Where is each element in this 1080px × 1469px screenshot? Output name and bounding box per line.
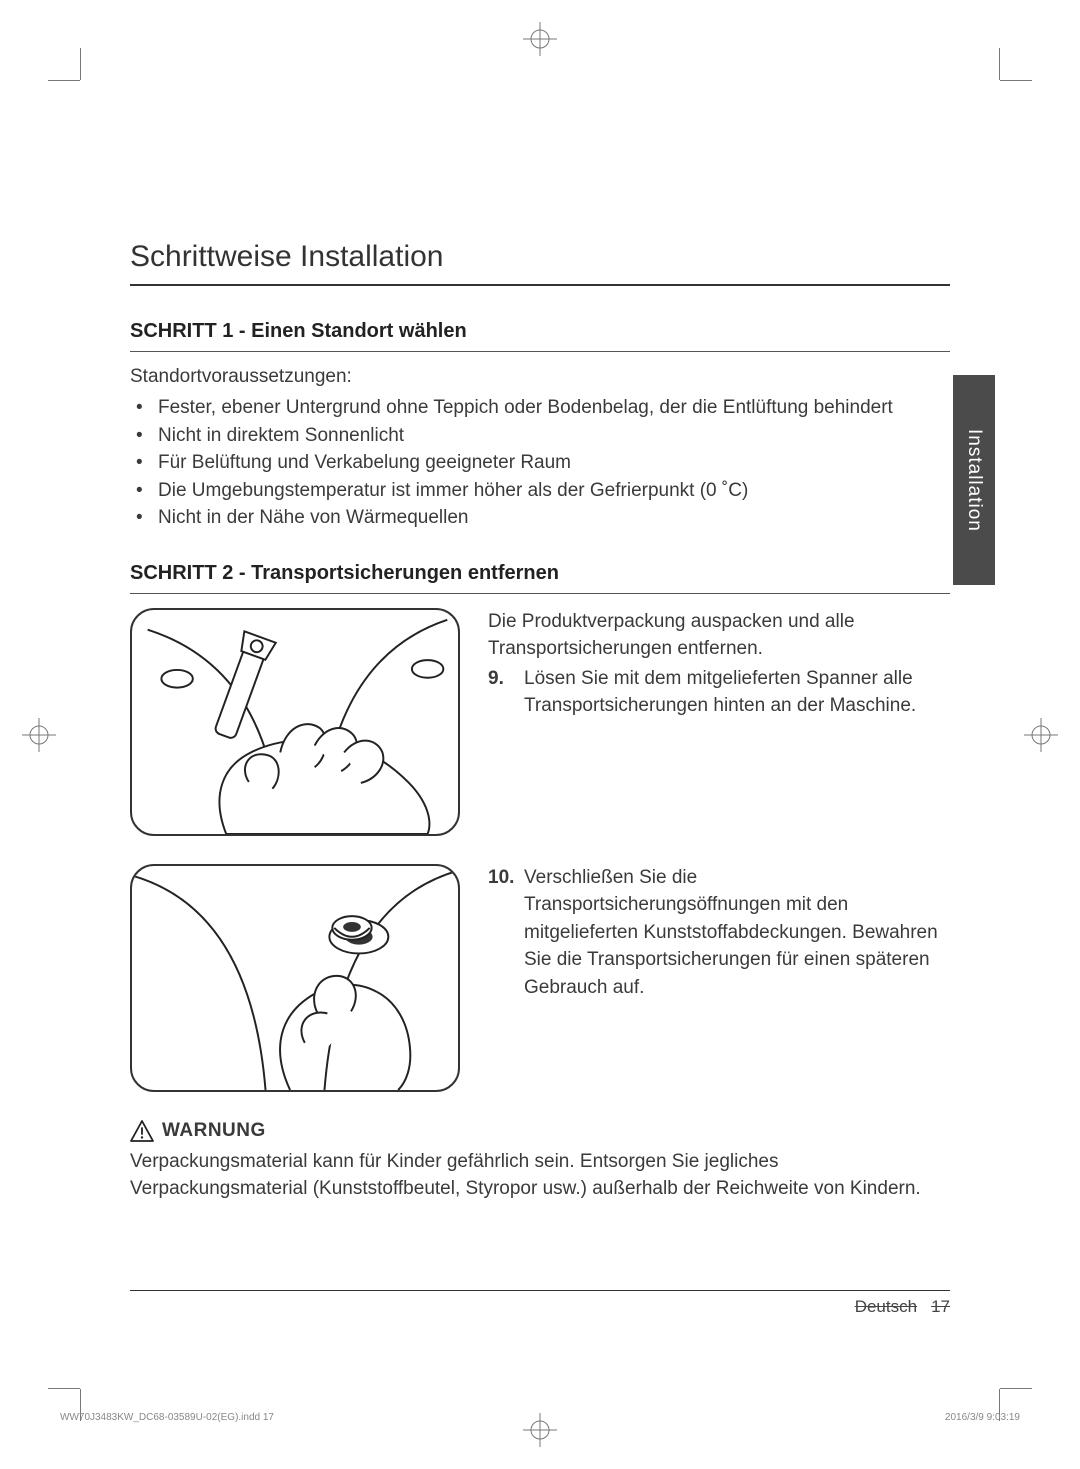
step-number: 10. bbox=[488, 864, 516, 1002]
footer-page: 17 bbox=[931, 1297, 950, 1316]
footer-text: Deutsch 17 bbox=[855, 1297, 950, 1317]
crop-mark bbox=[1000, 1388, 1032, 1389]
step2-text-1: Die Produktverpackung auspacken und alle… bbox=[488, 608, 950, 836]
crop-mark bbox=[1000, 80, 1032, 81]
step2-lead: Die Produktverpackung auspacken und alle… bbox=[488, 608, 950, 663]
footer-lang: Deutsch bbox=[855, 1297, 917, 1316]
step-number: 9. bbox=[488, 665, 516, 720]
illustration-loosen-bolts bbox=[130, 608, 460, 836]
warning-header: WARNUNG bbox=[130, 1120, 950, 1142]
warning-label: WARNUNG bbox=[162, 1120, 266, 1142]
warning-body: Verpackungsmaterial kann für Kinder gefä… bbox=[130, 1148, 950, 1203]
warning-icon bbox=[130, 1120, 154, 1142]
crop-mark bbox=[80, 48, 81, 80]
content-area: Schrittweise Installation SCHRITT 1 - Ei… bbox=[130, 240, 950, 1319]
register-mark-icon bbox=[1024, 718, 1058, 752]
register-mark-icon bbox=[523, 1413, 557, 1447]
step2-text-2: 10. Verschließen Sie die Transportsicher… bbox=[488, 864, 950, 1092]
list-item: Für Belüftung und Verkabelung geeigneter… bbox=[158, 449, 950, 477]
section-tab-label: Installation bbox=[963, 429, 985, 532]
step1-list: Fester, ebener Untergrund ohne Teppich o… bbox=[130, 394, 950, 532]
illustration-insert-caps bbox=[130, 864, 460, 1092]
list-item: Fester, ebener Untergrund ohne Teppich o… bbox=[158, 394, 950, 422]
imprint-left: WW70J3483KW_DC68-03589U-02(EG).indd 17 bbox=[60, 1412, 274, 1423]
step2-item: 10. Verschließen Sie die Transportsicher… bbox=[488, 864, 950, 1002]
step-text: Lösen Sie mit dem mitgelieferten Spanner… bbox=[524, 665, 950, 720]
register-mark-icon bbox=[523, 22, 557, 56]
step2-block-1: Die Produktverpackung auspacken und alle… bbox=[130, 608, 950, 836]
step1-title: SCHRITT 1 - Einen Standort wählen bbox=[130, 320, 950, 352]
imprint-right: 2016/3/9 9:03:19 bbox=[945, 1412, 1020, 1423]
crop-mark bbox=[48, 1388, 80, 1389]
step2-title: SCHRITT 2 - Transportsicherungen entfern… bbox=[130, 562, 950, 594]
footer-rule bbox=[130, 1290, 950, 1291]
step1-intro: Standortvoraussetzungen: bbox=[130, 366, 950, 388]
list-item: Nicht in der Nähe von Wärmequellen bbox=[158, 504, 950, 532]
crop-mark bbox=[48, 80, 80, 81]
page: Installation Schrittweise Installation S… bbox=[0, 0, 1080, 1469]
step-text: Verschließen Sie die Transportsicherungs… bbox=[524, 864, 950, 1002]
register-mark-icon bbox=[22, 718, 56, 752]
page-title: Schrittweise Installation bbox=[130, 240, 950, 286]
step2-item: 9. Lösen Sie mit dem mitgelieferten Span… bbox=[488, 665, 950, 720]
list-item: Nicht in direktem Sonnenlicht bbox=[158, 422, 950, 450]
step2-block-2: 10. Verschließen Sie die Transportsicher… bbox=[130, 864, 950, 1092]
list-item: Die Umgebungstemperatur ist immer höher … bbox=[158, 477, 950, 505]
crop-mark bbox=[999, 48, 1000, 80]
section-tab: Installation bbox=[953, 375, 995, 585]
